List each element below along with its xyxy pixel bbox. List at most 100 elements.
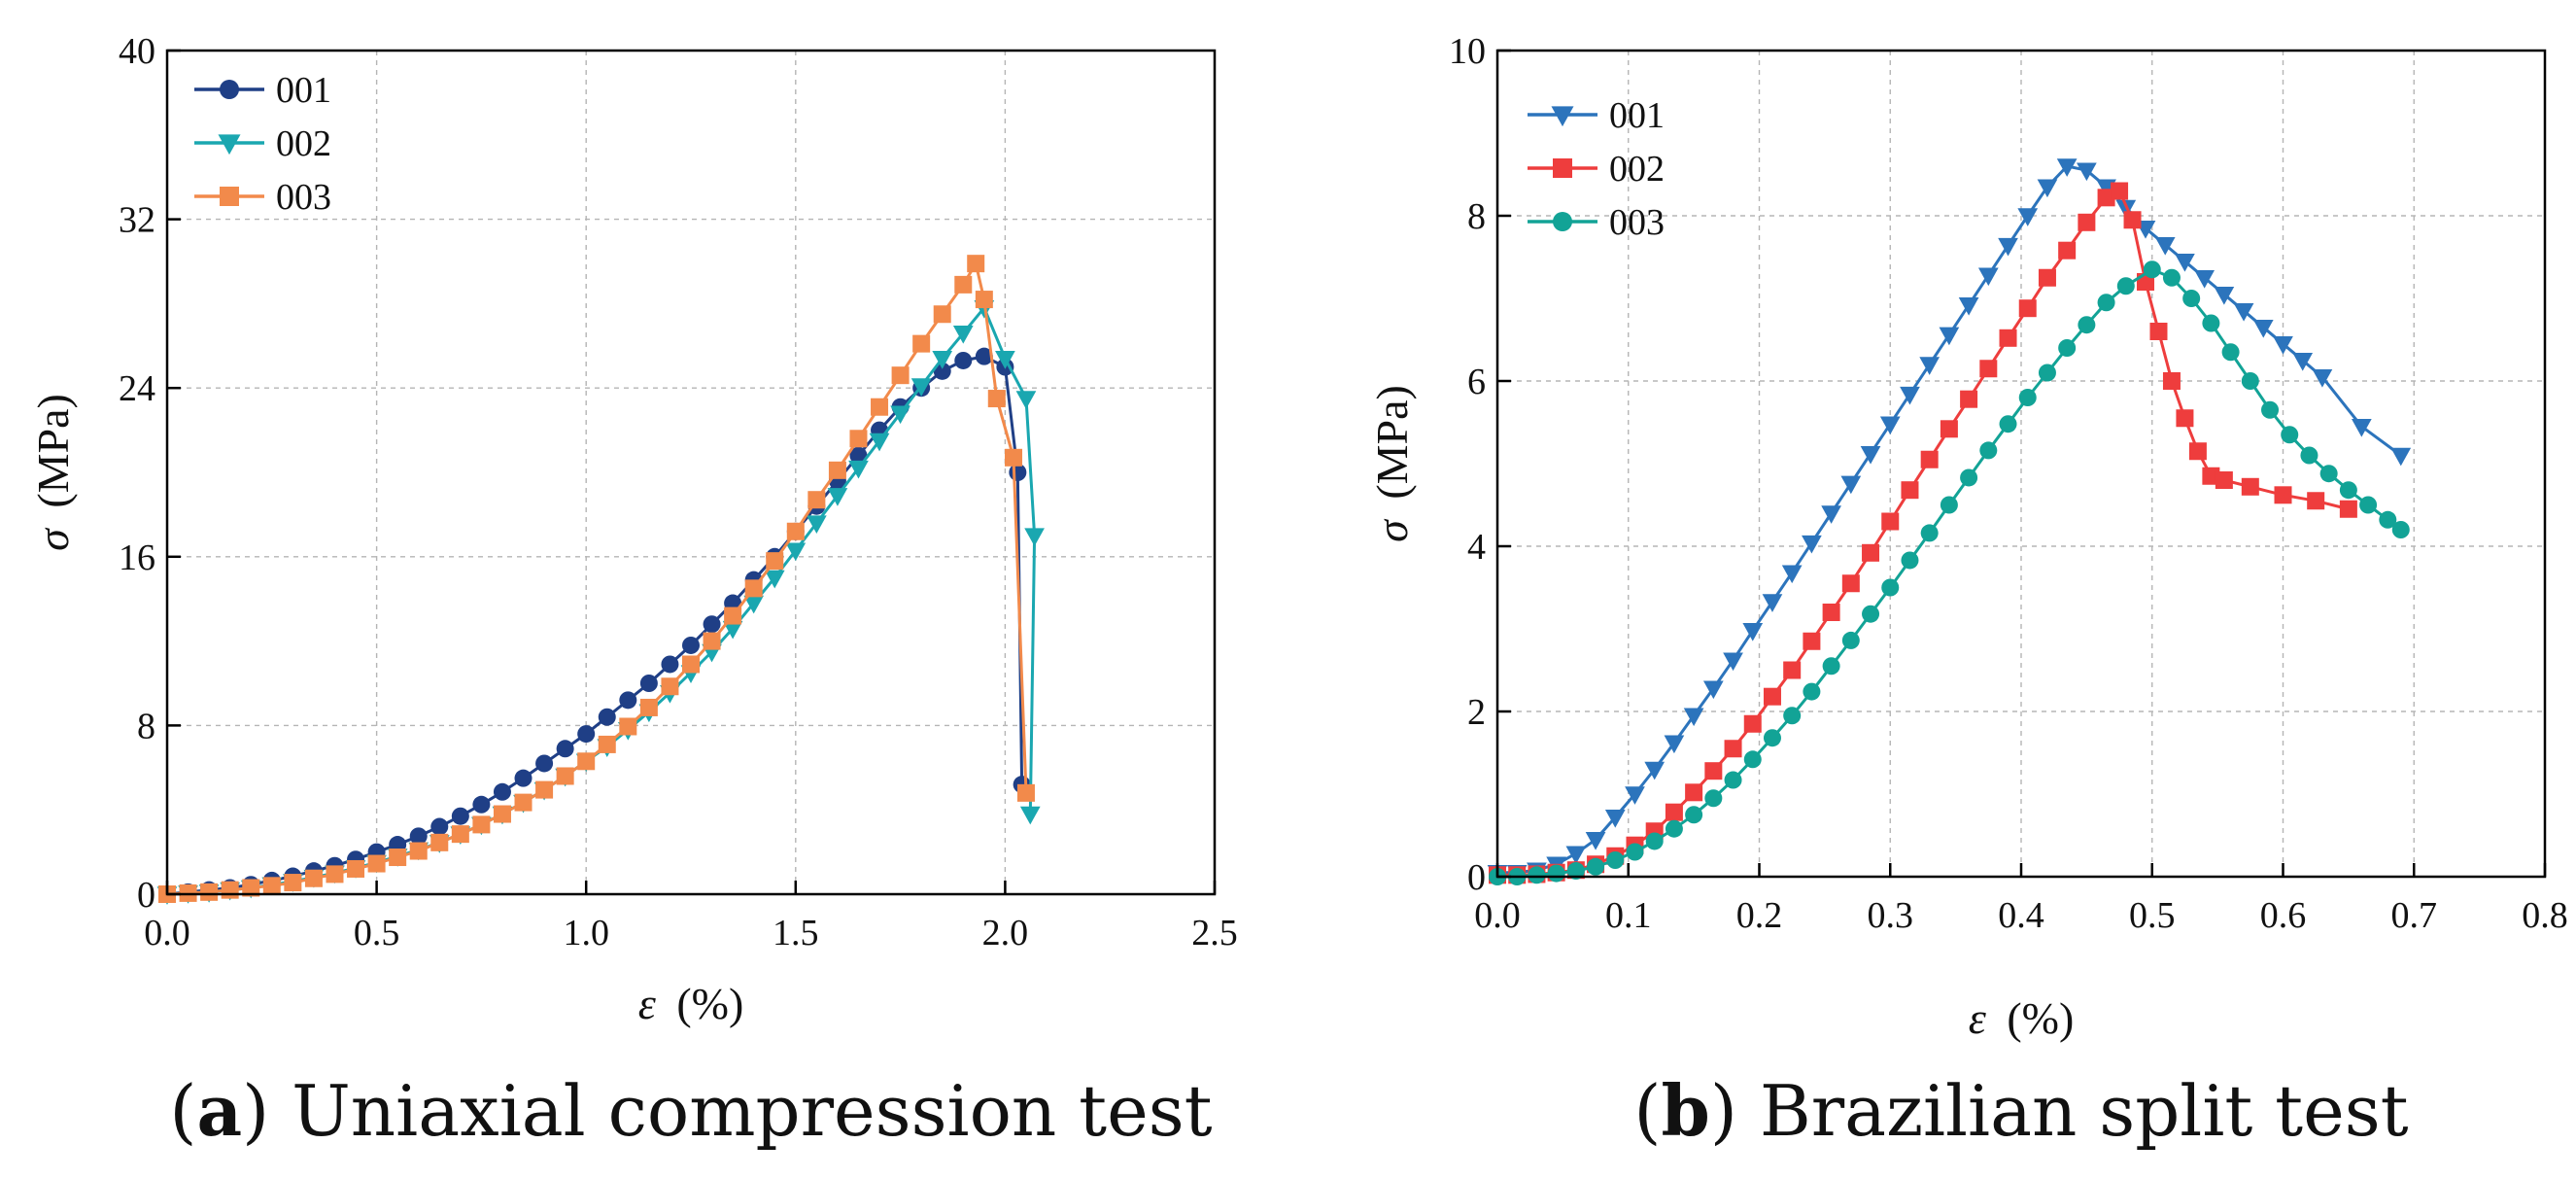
legend-label: 001: [276, 70, 331, 111]
data-point: [2214, 286, 2235, 305]
data-point: [1900, 386, 1920, 405]
legend-label: 002: [1609, 149, 1665, 190]
y-axis-label: σ (MPa): [1367, 385, 1417, 542]
data-point: [724, 606, 742, 625]
axis-ticks: 0.0 0.5 1.0 1.5 2.0 2.5 0 8 16 24 32 40: [119, 31, 1238, 953]
data-point: [995, 351, 1015, 369]
data-point: [1901, 481, 1919, 500]
caption-title: Uniaxial compression test: [292, 1070, 1213, 1152]
data-point: [2018, 389, 2037, 406]
data-point: [1822, 604, 1840, 621]
caption-open-paren: (: [169, 1070, 196, 1152]
data-point: [2116, 277, 2135, 295]
data-point: [409, 827, 428, 846]
data-point: [2312, 368, 2333, 388]
series-002: [1489, 182, 2357, 884]
data-point: [1024, 528, 1045, 546]
data-point: [703, 632, 721, 650]
data-point: [1626, 843, 1644, 861]
x-tick-label: 0.5: [354, 913, 400, 953]
x-axis-label: ε (%): [1969, 993, 2075, 1043]
data-point: [722, 620, 743, 640]
data-point: [1841, 631, 1860, 649]
data-point: [493, 805, 511, 823]
caption-a: (a) Uniaxial compression test: [169, 1069, 1212, 1152]
x-tick-label: 1.5: [773, 913, 819, 953]
data-point: [242, 879, 260, 897]
data-point: [493, 782, 511, 801]
data-point: [2274, 486, 2292, 504]
legend-entry-001: 001: [194, 70, 331, 111]
y-tick-label: 32: [119, 200, 155, 241]
data-point: [1763, 687, 1781, 706]
y-tick-label: 6: [1467, 362, 1486, 402]
data-point: [1685, 783, 1703, 802]
data-point: [1999, 329, 2017, 347]
legend-entry-002: 002: [194, 123, 331, 164]
data-point: [1783, 661, 1802, 679]
data-point: [2188, 442, 2207, 461]
data-point: [1763, 729, 1781, 747]
data-point: [619, 691, 637, 710]
y-tick-label: 40: [119, 31, 155, 72]
data-point: [639, 698, 658, 716]
data-point: [1881, 512, 1900, 531]
data-point: [2097, 294, 2115, 312]
data-point: [1016, 783, 1035, 802]
data-point: [2149, 323, 2168, 340]
data-point: [1802, 535, 1822, 554]
data-point: [2221, 343, 2240, 362]
data-point: [1704, 789, 1723, 808]
data-point: [389, 849, 407, 867]
data-point: [827, 488, 848, 506]
data-point: [1999, 415, 2017, 433]
y-axis-label: σ (MPa): [28, 394, 78, 551]
data-point: [1723, 652, 1743, 672]
data-point: [2241, 477, 2259, 496]
y-axis-symbol: σ: [28, 527, 78, 551]
data-point: [347, 859, 365, 878]
series-001: [1487, 158, 2412, 884]
data-point: [1920, 450, 1939, 468]
legend-entry-003: 003: [1528, 202, 1665, 243]
data-point: [1940, 496, 1958, 514]
caption-letter: a: [196, 1069, 242, 1152]
data-point: [952, 326, 974, 344]
data-point: [2123, 211, 2142, 229]
data-point: [514, 769, 532, 787]
caption-letter: b: [1661, 1069, 1709, 1152]
data-point: [1604, 810, 1626, 828]
data-point: [2292, 352, 2314, 371]
data-point: [1743, 750, 1762, 769]
data-point: [2018, 299, 2037, 318]
data-point: [284, 874, 302, 892]
data-point: [910, 378, 932, 397]
data-point: [2175, 253, 2195, 272]
series-003: [1489, 260, 2410, 885]
data-point: [2241, 372, 2259, 390]
data-point: [1881, 578, 1900, 597]
data-point: [556, 767, 574, 785]
data-point: [703, 615, 721, 634]
data-point: [890, 405, 910, 425]
x-axis-unit: (%): [2007, 993, 2074, 1043]
x-tick-label: 0.2: [1736, 895, 1783, 936]
data-point: [451, 807, 469, 825]
data-point: [1625, 786, 1645, 805]
data-point: [2182, 290, 2201, 307]
data-point: [933, 305, 951, 324]
data-point: [430, 817, 449, 836]
data-point: [2078, 213, 2096, 231]
data-point: [871, 398, 889, 416]
data-point: [2077, 162, 2097, 182]
y-tick-label: 16: [119, 537, 155, 578]
data-point: [2252, 319, 2274, 338]
data-point: [1783, 707, 1802, 725]
data-point: [1664, 735, 1685, 754]
legend-entry-002: 002: [1528, 149, 1665, 190]
x-tick-label: 2.5: [1191, 913, 1238, 953]
data-point: [1979, 441, 1998, 460]
data-point: [2391, 521, 2410, 538]
x-axis-label: ε (%): [638, 979, 744, 1028]
